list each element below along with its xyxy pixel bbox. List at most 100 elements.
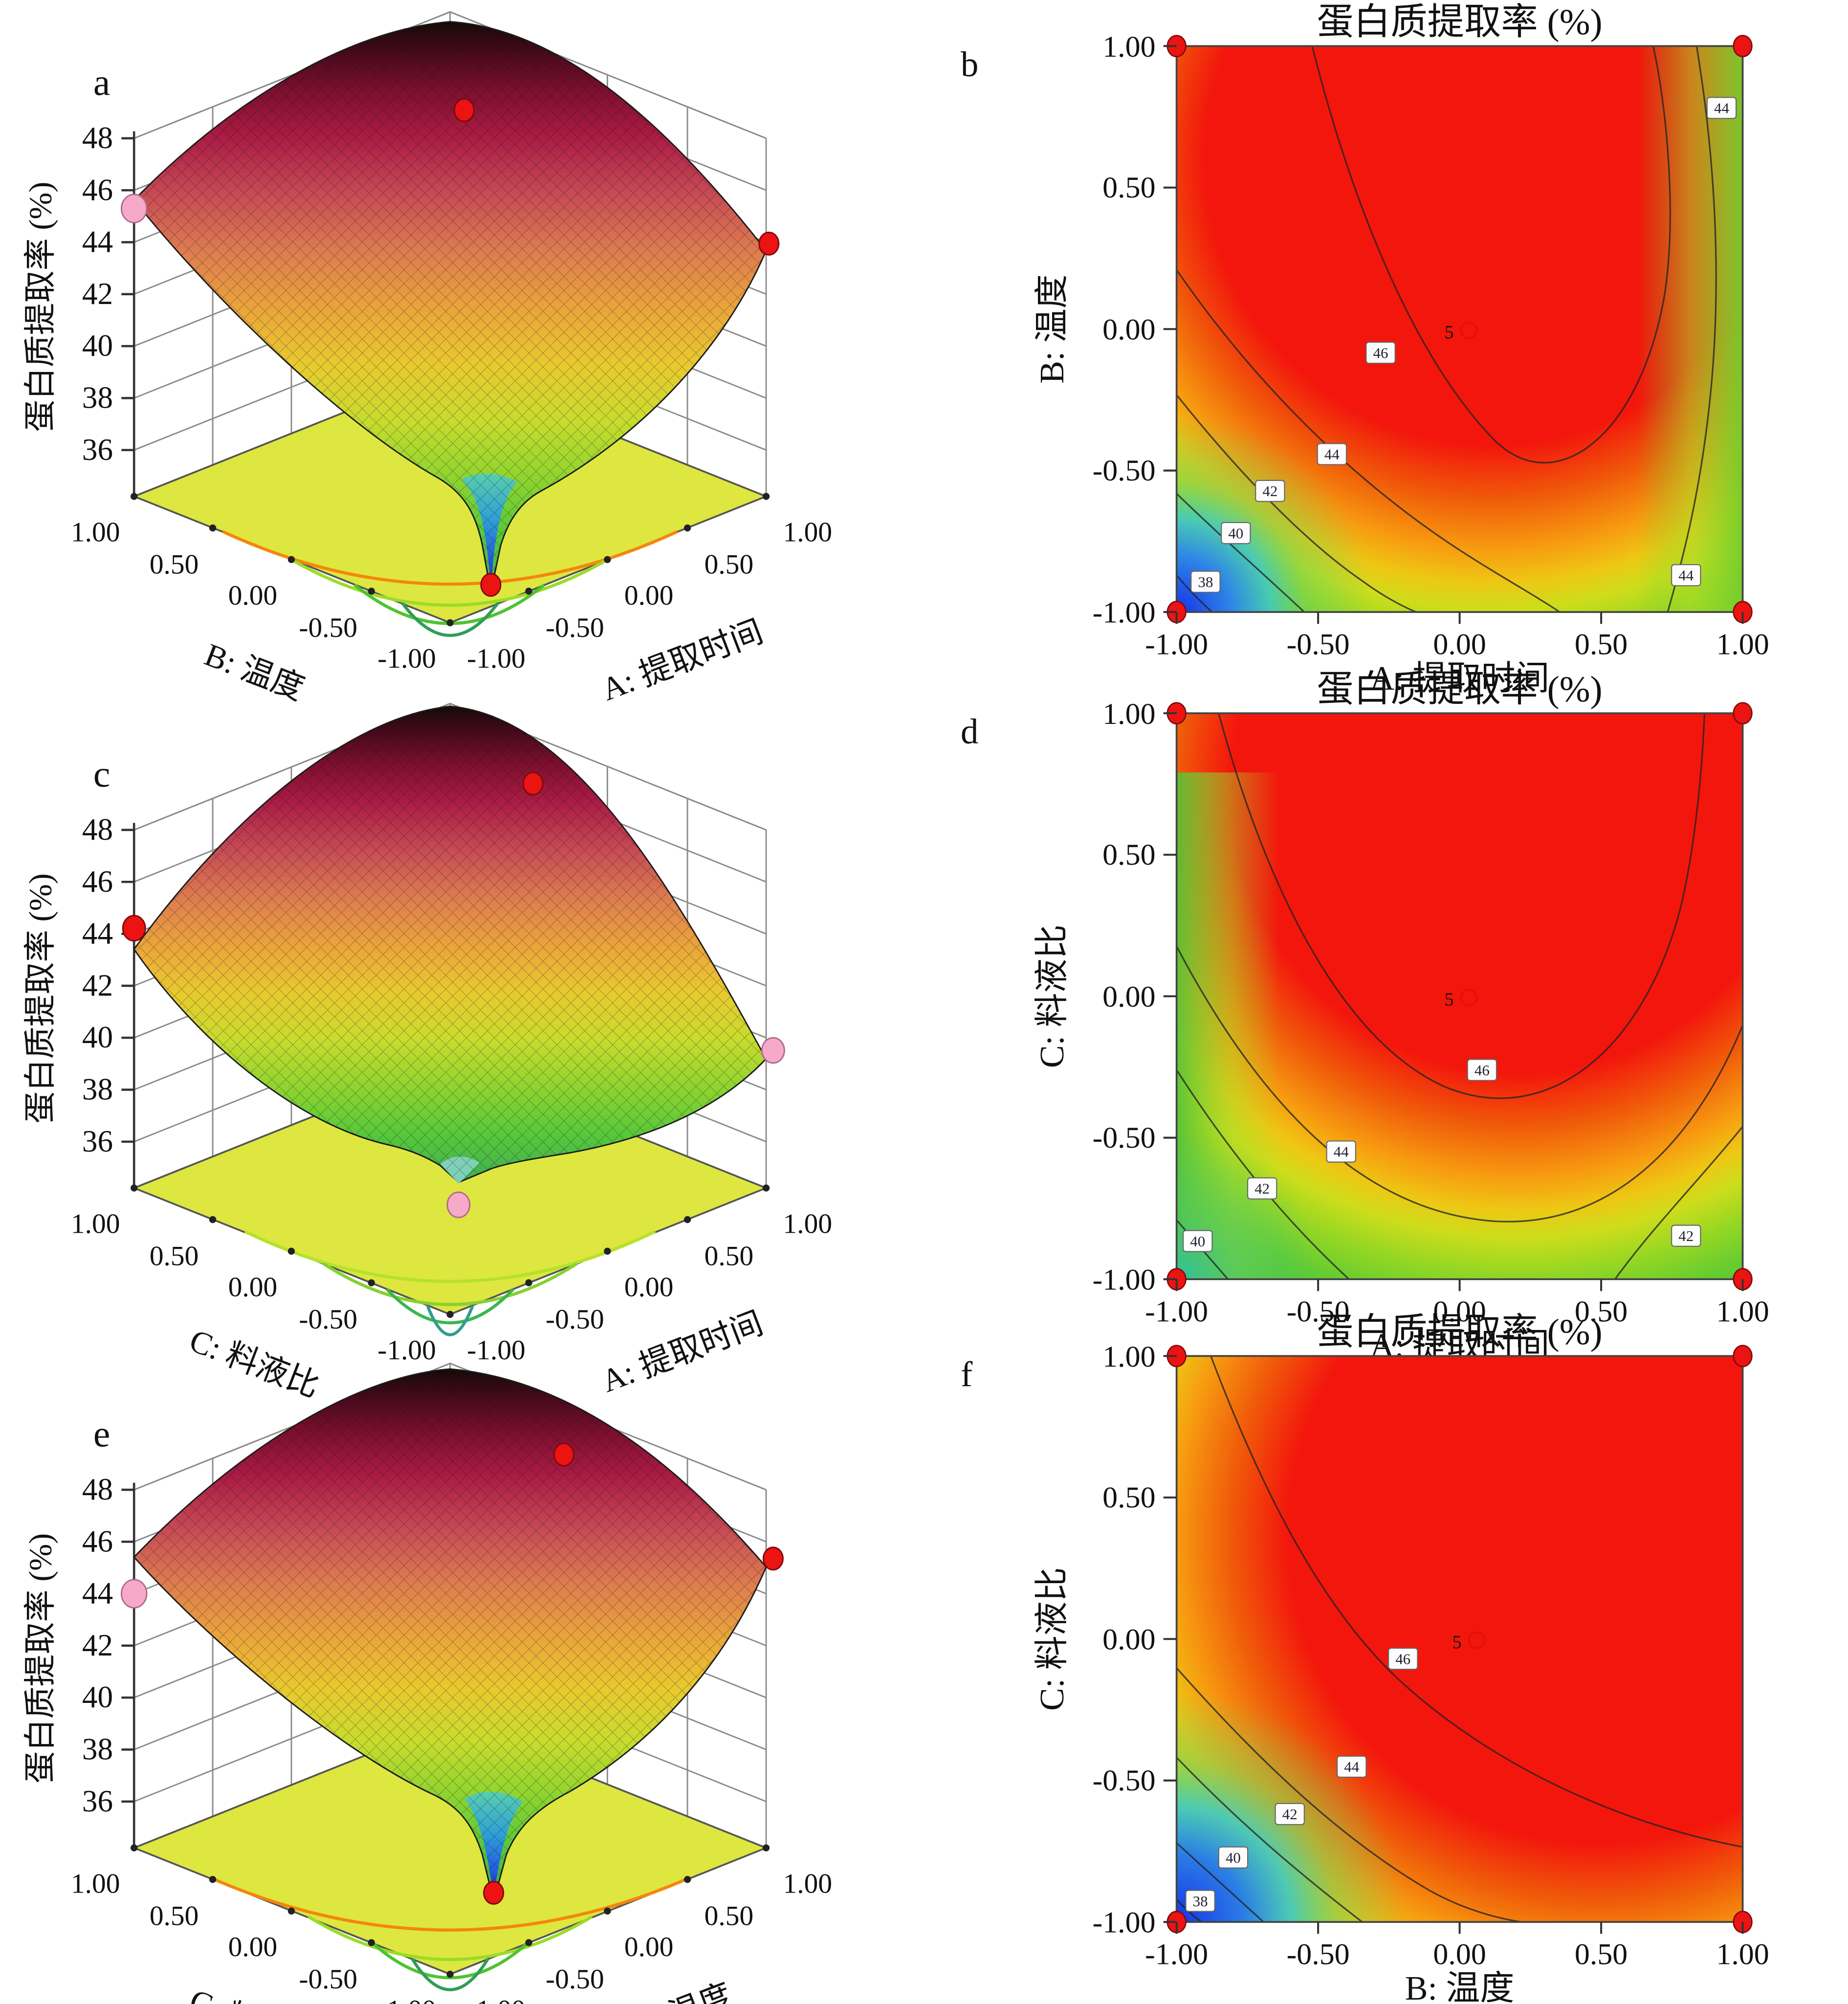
center-point-marker: 5 xyxy=(1445,321,1478,343)
tick-label: 0.00 xyxy=(1102,1623,1155,1656)
tick-label: 42 xyxy=(82,968,113,1002)
surface-plot-e: e 48 46 44 42 xyxy=(23,1362,832,2004)
tick-label: -1.00 xyxy=(1093,1906,1156,1939)
tick-label: 1.00 xyxy=(1716,1938,1769,1971)
contour-label: 40 xyxy=(1190,1233,1205,1250)
low-corner-blue xyxy=(1176,1698,1440,1922)
tick-label: 0.50 xyxy=(704,1241,754,1272)
tick-label: -0.50 xyxy=(299,1964,357,1995)
tick-label: 0.50 xyxy=(150,1241,199,1272)
tick-label: 0.00 xyxy=(1433,1938,1486,1971)
tick-label: -0.50 xyxy=(299,612,357,643)
tick-label: 36 xyxy=(82,433,113,467)
contour-label: 44 xyxy=(1344,1758,1359,1775)
tick-label: 0.50 xyxy=(704,549,754,580)
panel-letter: e xyxy=(93,1413,110,1455)
tick-label: -1.00 xyxy=(467,1995,526,2004)
contour-plot-d: 蛋白质提取率 (%) d 46 44 42 40 42 5 xyxy=(961,669,1769,1365)
tick-label: 0.00 xyxy=(624,1272,674,1303)
panel-f: 蛋白质提取率 (%) f 46 44 42 40 38 5 xyxy=(926,1310,1848,2004)
panel-e: e 48 46 44 42 xyxy=(15,1356,900,2004)
right-green-band xyxy=(1637,46,1743,612)
z-axis-label: 蛋白质提取率 (%) xyxy=(23,873,59,1124)
tick-label: 1.00 xyxy=(783,517,833,547)
surface-mesh xyxy=(134,1369,767,1901)
tick-label: -0.50 xyxy=(546,1964,604,1995)
floor-contour-green xyxy=(323,1263,577,1307)
surface-plot-c: c 48 46 44 42 xyxy=(23,702,833,1404)
tick-label: 0.50 xyxy=(150,549,199,580)
floor-contour-green xyxy=(307,1915,593,1961)
contour-label: 44 xyxy=(1678,567,1694,584)
contour-label: 44 xyxy=(1714,100,1729,117)
contour-lines xyxy=(1176,45,1717,613)
design-point-pink xyxy=(761,1037,785,1064)
design-point-red xyxy=(522,771,544,796)
plot-title: 蛋白质提取率 (%) xyxy=(1317,2,1603,43)
center-circle-icon xyxy=(1468,1631,1486,1649)
contour-label: 40 xyxy=(1228,524,1243,542)
tick-label: 1.00 xyxy=(1716,628,1769,661)
tick-label: 46 xyxy=(82,864,113,898)
design-point-red xyxy=(762,1547,784,1571)
tick-label: 1.00 xyxy=(783,1208,833,1239)
panel-letter: d xyxy=(961,712,978,751)
z-axis: 48 46 44 42 40 38 36 蛋白质提取率 (%) xyxy=(23,1472,135,1848)
tick-label: 46 xyxy=(82,1524,113,1558)
tick-label: 42 xyxy=(82,277,113,311)
center-circle-icon xyxy=(1460,988,1478,1006)
design-point-pink xyxy=(120,194,148,223)
tick-label: 40 xyxy=(82,328,113,363)
x-axis-label: A: 提取时间 xyxy=(597,614,768,707)
tick-label: 40 xyxy=(82,1020,113,1054)
contour-label: 42 xyxy=(1678,1227,1694,1244)
tick-label: -1.00 xyxy=(467,643,526,674)
contour-value-chips: 44 46 44 42 40 38 44 xyxy=(1190,97,1737,593)
tick-label: 1.00 xyxy=(1102,697,1155,731)
tick-label: -0.50 xyxy=(1287,1295,1350,1328)
tick-label: 42 xyxy=(82,1628,113,1662)
tick-label: 38 xyxy=(82,1732,113,1766)
contour-label: 38 xyxy=(1193,1893,1208,1910)
center-point-marker: 5 xyxy=(1445,988,1478,1010)
tick-label: 48 xyxy=(82,121,113,155)
tick-label: -0.50 xyxy=(1287,628,1350,661)
floor-contour-green xyxy=(244,1230,656,1283)
contour-label: 42 xyxy=(1254,1180,1270,1197)
tick-label: 0.00 xyxy=(228,580,278,611)
plot-title: 蛋白质提取率 (%) xyxy=(1317,1312,1603,1352)
panel-letter: a xyxy=(93,61,110,103)
tick-label: -1.00 xyxy=(377,643,436,674)
contour-field xyxy=(1176,46,1743,612)
design-point-pink xyxy=(120,1579,148,1609)
contour-label: 42 xyxy=(1262,482,1277,500)
contour-label: 38 xyxy=(1198,573,1213,590)
tick-label: 0.50 xyxy=(1575,1938,1628,1971)
floor-axes: 1.00 0.50 0.00 -0.50 -1.00 -1.00 -0.50 0… xyxy=(71,1844,832,2004)
contour-plot-f: 蛋白质提取率 (%) f 46 44 42 40 38 5 xyxy=(961,1312,1769,2004)
tick-label: 0.00 xyxy=(1433,628,1486,661)
center-count: 5 xyxy=(1445,989,1454,1010)
tick-label: 48 xyxy=(82,1472,113,1506)
tick-label: -0.50 xyxy=(1093,1764,1156,1797)
surface-plot-a: a 48 46 44 42 xyxy=(23,11,833,708)
tick-label: 1.00 xyxy=(1716,1295,1769,1328)
contour-label: 44 xyxy=(1334,1143,1349,1160)
tick-label: -0.50 xyxy=(1287,1938,1350,1971)
design-point-red xyxy=(122,915,146,942)
z-axis-label: 蛋白质提取率 (%) xyxy=(23,1533,59,1784)
surface-mesh xyxy=(134,706,767,1183)
contour-plot-b: 蛋白质提取率 (%) b 44 46 44 42 40 38 44 5 xyxy=(961,2,1769,697)
tick-label: -0.50 xyxy=(1093,454,1156,487)
design-point-red xyxy=(483,1881,505,1905)
low-corner-teal xyxy=(1176,1134,1348,1280)
contour-value-chips: 46 44 42 40 38 xyxy=(1185,1647,1418,1912)
tick-label: 46 xyxy=(82,173,113,207)
tick-label: 44 xyxy=(82,225,113,259)
tick-label: 0.50 xyxy=(150,1901,199,1932)
design-point-red xyxy=(453,98,475,122)
tick-label: -0.50 xyxy=(546,1304,604,1335)
tick-label: 36 xyxy=(82,1124,113,1158)
y-axis-label: B: 温度 xyxy=(1034,274,1071,384)
